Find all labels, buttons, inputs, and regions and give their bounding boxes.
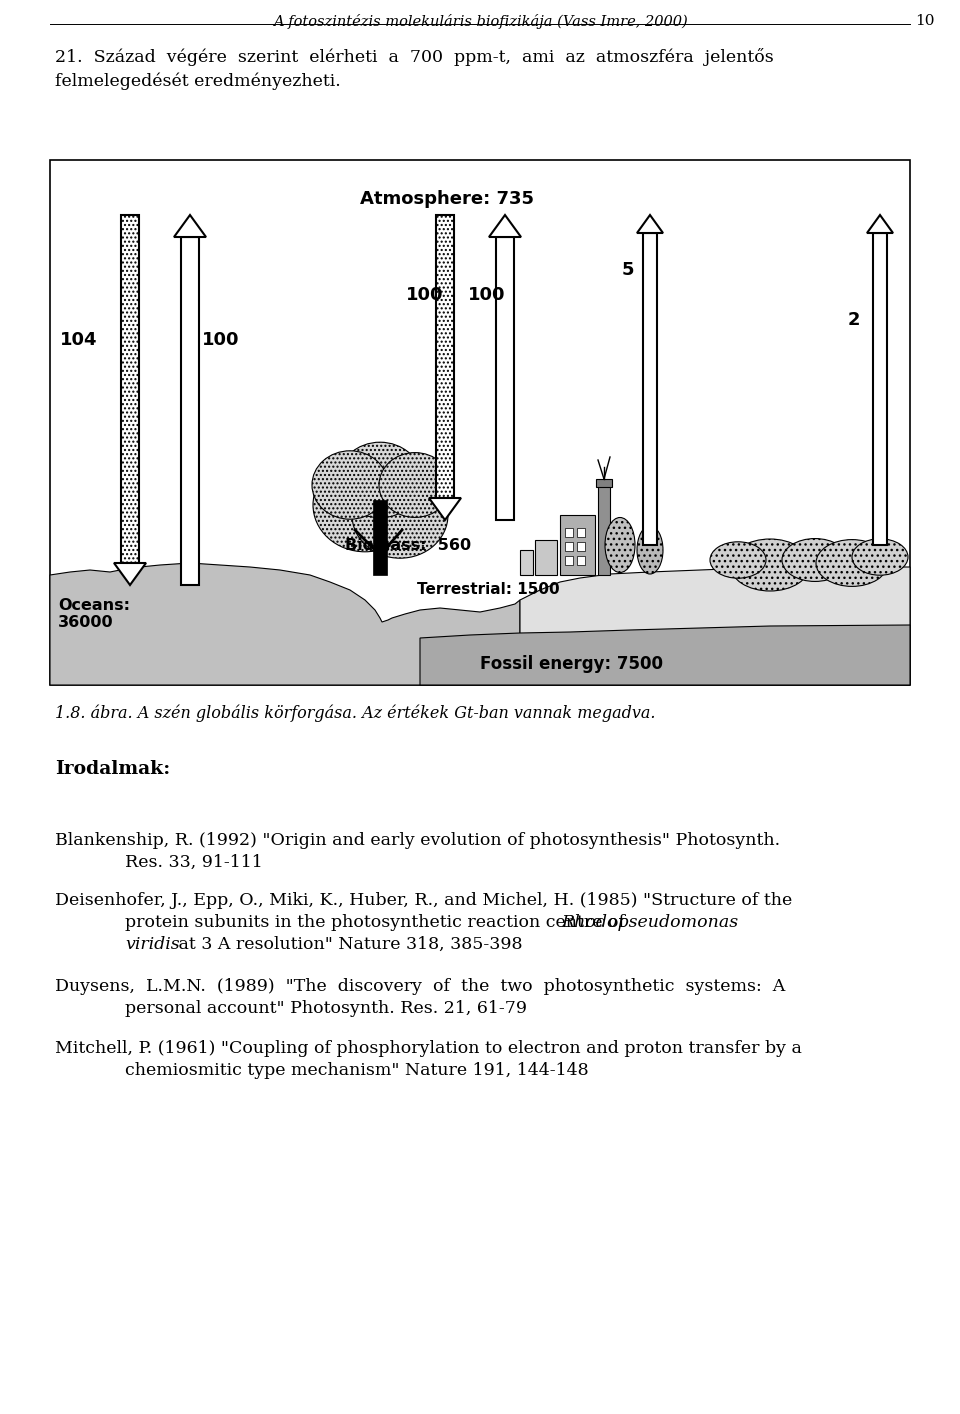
Text: 100: 100 — [468, 286, 506, 304]
Bar — [121, 215, 139, 563]
Text: viridis: viridis — [125, 936, 180, 953]
Text: Mitchell, P. (1961) "Coupling of phosphorylation to electron and proton transfer: Mitchell, P. (1961) "Coupling of phospho… — [55, 1041, 802, 1058]
Polygon shape — [114, 563, 146, 585]
Text: 100: 100 — [202, 331, 239, 349]
Text: chemiosmitic type mechanism" Nature 191, 144-148: chemiosmitic type mechanism" Nature 191,… — [125, 1062, 588, 1079]
Polygon shape — [489, 215, 521, 238]
Bar — [643, 233, 657, 544]
Bar — [577, 527, 585, 537]
Bar — [520, 550, 533, 575]
Text: Rhodopseudomonas: Rhodopseudomonas — [561, 913, 738, 930]
Bar — [873, 233, 887, 544]
Bar — [598, 485, 610, 575]
Text: Duysens,  L.M.N.  (1989)  "The  discovery  of  the  two  photosynthetic  systems: Duysens, L.M.N. (1989) "The discovery of… — [55, 978, 785, 995]
Bar — [436, 215, 454, 498]
Ellipse shape — [352, 472, 448, 559]
Text: 104: 104 — [60, 331, 98, 349]
Polygon shape — [520, 567, 910, 684]
Text: 10: 10 — [916, 14, 935, 28]
Bar — [560, 515, 595, 575]
Text: protein subunits in the photosynthetic reaction centre of: protein subunits in the photosynthetic r… — [125, 913, 631, 930]
Text: Oceans:
36000: Oceans: 36000 — [58, 598, 130, 631]
Ellipse shape — [782, 539, 848, 581]
Bar — [577, 556, 585, 566]
Bar — [565, 527, 573, 537]
Bar — [596, 479, 612, 486]
Polygon shape — [429, 498, 461, 520]
Ellipse shape — [637, 526, 663, 574]
Text: Terrestrial: 1500: Terrestrial: 1500 — [417, 583, 560, 597]
Bar — [565, 542, 573, 551]
Bar — [373, 501, 387, 575]
Polygon shape — [637, 215, 663, 233]
Text: personal account" Photosynth. Res. 21, 61-79: personal account" Photosynth. Res. 21, 6… — [125, 1000, 527, 1017]
Bar — [496, 238, 514, 520]
Text: Biomass:  560: Biomass: 560 — [345, 537, 471, 553]
Polygon shape — [420, 625, 910, 684]
Polygon shape — [50, 563, 520, 684]
Ellipse shape — [312, 451, 388, 519]
Bar — [181, 238, 199, 585]
Polygon shape — [867, 215, 893, 233]
Text: A fotoszintézis molekuláris biofizikája (Vass Imre, 2000): A fotoszintézis molekuláris biofizikája … — [273, 14, 687, 30]
Text: Deisenhofer, J., Epp, O., Miki, K., Huber, R., and Michel, H. (1985) "Structure : Deisenhofer, J., Epp, O., Miki, K., Hube… — [55, 892, 792, 909]
Ellipse shape — [852, 539, 908, 575]
Text: Fossil energy: 7500: Fossil energy: 7500 — [480, 655, 663, 673]
Ellipse shape — [605, 518, 635, 573]
Bar — [565, 556, 573, 566]
Ellipse shape — [710, 542, 766, 578]
Text: at 3 A resolution" Nature 318, 385-398: at 3 A resolution" Nature 318, 385-398 — [173, 936, 522, 953]
Text: Res. 33, 91-111: Res. 33, 91-111 — [125, 854, 263, 871]
Ellipse shape — [338, 443, 422, 518]
Text: 1.8. ábra. A szén globális körforgása. Az értékek Gt-ban vannak megadva.: 1.8. ábra. A szén globális körforgása. A… — [55, 704, 656, 721]
Text: 5: 5 — [622, 262, 635, 279]
Bar — [50, 160, 910, 684]
Text: felmelegedését eredményezheti.: felmelegedését eredményezheti. — [55, 72, 341, 89]
Text: 21.  Század  végére  szerint  elérheti  a  700  ppm-t,  ami  az  atmoszféra  jel: 21. Század végére szerint elérheti a 700… — [55, 48, 774, 66]
Text: 100: 100 — [406, 286, 444, 304]
Text: Blankenship, R. (1992) "Origin and early evolution of photosynthesis" Photosynth: Blankenship, R. (1992) "Origin and early… — [55, 831, 780, 848]
Text: Atmosphere: 735: Atmosphere: 735 — [360, 189, 534, 208]
Bar — [535, 540, 557, 575]
Bar — [577, 542, 585, 551]
Ellipse shape — [816, 540, 888, 587]
Ellipse shape — [730, 539, 810, 591]
Text: 2: 2 — [848, 311, 860, 329]
Text: Irodalmak:: Irodalmak: — [55, 759, 170, 778]
Ellipse shape — [379, 452, 451, 518]
Polygon shape — [174, 215, 206, 238]
Ellipse shape — [313, 458, 417, 551]
